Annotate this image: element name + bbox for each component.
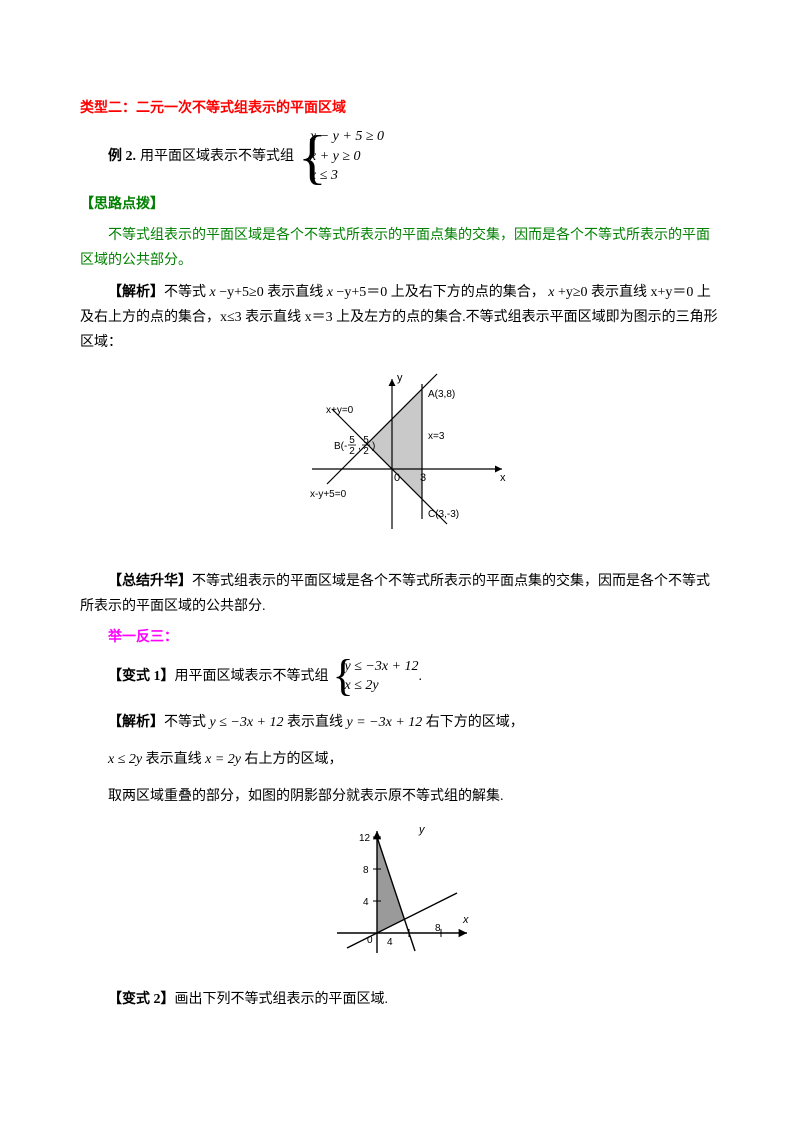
v1-eq2: x ≤ 2y [345,676,419,696]
section-title: 类型二：二元一次不等式组表示的平面区域 [80,96,723,121]
hint-body: 不等式组表示的平面区域是各个不等式所表示的平面点集的交集，因而是各个不等式所表示… [80,223,723,273]
left-brace-icon: { [298,127,308,186]
variant-1-title: 【变式 1】 [108,664,175,689]
x4-label: 4 [387,937,393,948]
B-f2-top: 5 [363,435,369,446]
variant-2-title: 【变式 2】 [108,992,175,1007]
variant-1: 【变式 1】 用平面区域表示不等式组 { y ≤ −3x + 12 x ≤ 2y… [108,657,723,696]
v1-l2a: x ≤ 2y [108,752,142,767]
analysis-t1: 不等式 [164,285,206,300]
xminusy-label: x-y+5=0 [310,489,347,500]
juyi-text: 举一反三： [108,630,178,645]
figure-2-svg: y x 0 12 8 4 4 8 [327,823,477,963]
analysis-t3: −y+5＝0 上及右下方的点的集合， [336,285,544,300]
left-brace-icon-2: { [333,657,343,696]
B-mid: , [358,441,361,452]
x-axis-label: x [500,472,506,484]
v1-l1e: 右下方的区域， [426,715,524,730]
example-2-system: { x − y + 5 ≥ 0 x + y ≥ 0 x ≤ 3 [298,127,384,186]
tick-8-label: 8 [363,865,369,876]
variant-1-system: { y ≤ −3x + 12 x ≤ 2y [333,657,419,696]
v1-l2d: 右上方的区域， [245,752,343,767]
v1-l1a: 不等式 [164,715,206,730]
C-label: C(3,-3) [428,509,459,520]
origin-label: 0 [394,472,400,484]
hint-title-text: 【思路点拨】 [80,197,164,212]
v1-analysis-line3: 取两区域重叠的部分，如图的阴影部分就表示原不等式组的解集. [80,784,723,809]
figure-2: y x 0 12 8 4 4 8 [80,823,723,963]
x3-label: x=3 [428,431,445,442]
v1-l2c: x = 2y [205,752,241,767]
v1-l2b: 表示直线 [146,752,202,767]
hint-body-text: 不等式组表示的平面区域是各个不等式所表示的平面点集的交集，因而是各个不等式所表示… [80,228,710,268]
section-title-text: 类型二：二元一次不等式组表示的平面区域 [80,101,346,116]
v1-analysis-title: 【解析】 [108,715,164,730]
variant-1-period: . [419,664,423,689]
y-axis-label-2: y [418,824,426,836]
y-axis-label: y [397,372,403,384]
region-2 [377,837,404,933]
v1-eq1: y ≤ −3x + 12 [345,657,419,677]
v1-l3: 取两区域重叠的部分，如图的阴影部分就表示原不等式组的解集. [108,789,504,804]
figure-1-svg: y x 0 3 x+y=0 x-y+5=0 x=3 A(3,8) C(3,-3)… [282,369,522,549]
var-x-3: x [545,285,558,300]
origin-2: 0 [367,935,373,946]
x8-label: 8 [435,923,441,934]
example-2-text: 用平面区域表示不等式组 [140,144,294,169]
B-f1-bot: 2 [349,446,355,457]
v1-analysis-line2: x ≤ 2y 表示直线 x = 2y 右上方的区域， [80,747,723,772]
analysis-title: 【解析】 [108,285,164,300]
v1-analysis-line1: 【解析】不等式 y ≤ −3x + 12 表示直线 y = −3x + 12 右… [80,710,723,735]
v1-l1c: 表示直线 [287,715,343,730]
hint-title: 【思路点拨】 [80,192,723,217]
tick-12-label: 12 [359,833,371,844]
v1-l1d: y = −3x + 12 [347,715,423,730]
xplusy-label: x+y=0 [326,405,354,416]
var-x-1: x [206,285,219,300]
example-2: 例 2. 用平面区域表示不等式组 { x − y + 5 ≥ 0 x + y ≥… [108,127,723,186]
variant-1-text: 用平面区域表示不等式组 [175,664,329,689]
example-2-label: 例 2. [108,144,136,169]
document-page: 类型二：二元一次不等式组表示的平面区域 例 2. 用平面区域表示不等式组 { x… [0,0,793,1122]
var-x-2: x [323,285,336,300]
x-axis-label-2: x [462,914,469,926]
variant-2: 【变式 2】画出下列不等式组表示的平面区域. [80,987,723,1012]
A-label: A(3,8) [428,389,455,400]
B-prefix: B(- [334,441,347,452]
B-f2-bot: 2 [363,446,369,457]
summary-para: 【总结升华】不等式组表示的平面区域是各个不等式所表示的平面点集的交集，因而是各个… [80,569,723,619]
summary-title: 【总结升华】 [108,574,192,589]
B-f1-top: 5 [349,435,355,446]
juyi: 举一反三： [80,625,723,650]
variant-2-text: 画出下列不等式组表示的平面区域. [175,992,389,1007]
v1-l1b: y ≤ −3x + 12 [210,715,284,730]
three-label: 3 [420,472,426,484]
tick-4-label: 4 [363,897,369,908]
analysis-t2: −y+5≥0 表示直线 [219,285,323,300]
figure-1: y x 0 3 x+y=0 x-y+5=0 x=3 A(3,8) C(3,-3)… [80,369,723,549]
B-suffix: ) [372,441,375,452]
analysis-para: 【解析】不等式 x −y+5≥0 表示直线 x −y+5＝0 上及右下方的点的集… [80,280,723,356]
